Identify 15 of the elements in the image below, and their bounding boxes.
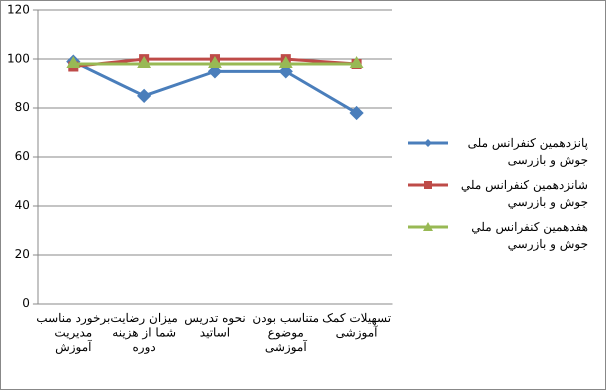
y-tick-label: 100 [7, 51, 30, 66]
x-tick-label: متناسب بودن موضوع آموزشی [252, 311, 320, 354]
y-tick-label: 120 [7, 2, 30, 16]
y-tick-label: 80 [14, 100, 30, 114]
legend-label: پانزدهمین کنفرانس ملی جوش و بازرسی [466, 135, 588, 169]
y-tick-label: 60 [14, 149, 30, 164]
y-tick-label: 40 [14, 198, 30, 212]
y-tick-label: 20 [14, 246, 30, 261]
legend-label: هفدهمین کنفرانس ملي جوش و بازرسي [470, 219, 588, 253]
x-tick-label: تسهیلات کمک آموزشی [322, 311, 392, 340]
legend-label: شانزدهمین کنفرانس ملي جوش و بازرسي [460, 177, 588, 211]
x-tick-label: برخورد مناسب مدیریت آموزش [36, 311, 110, 354]
y-tick-label: 0 [22, 296, 30, 310]
x-tick-label: نحوه تدریس اساتید [184, 311, 246, 340]
x-tick-label: میزان رضایت شما از هزینه دوره [110, 311, 178, 354]
